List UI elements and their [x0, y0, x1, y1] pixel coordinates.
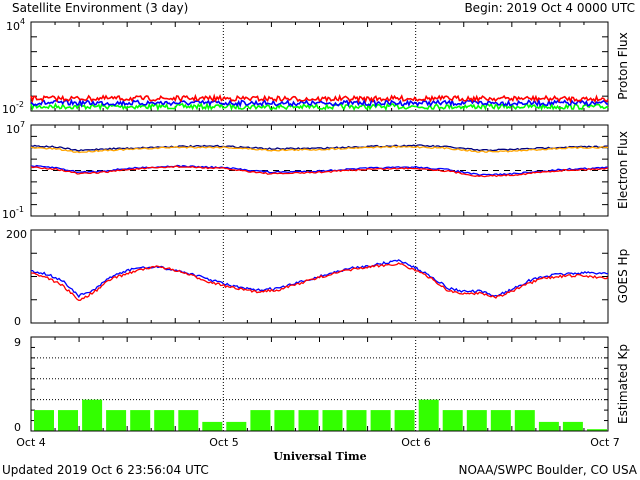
kp-bar	[202, 421, 223, 431]
kp-bar	[274, 410, 295, 431]
proton-ytick-top: 104	[6, 17, 25, 33]
electron-ytick-bottom: 10-1	[2, 205, 24, 221]
electron-ytick-top: 107	[6, 120, 25, 136]
chart-title: Satellite Environment (3 day)	[12, 1, 188, 15]
kp-bar	[322, 410, 343, 431]
kp-ylabel: Estimated Kp	[616, 344, 630, 424]
kp-bar	[587, 429, 607, 431]
updated-time: Updated 2019 Oct 6 23:56:04 UTC	[2, 463, 209, 477]
kp-bar	[346, 410, 367, 431]
kp-bar	[394, 410, 415, 431]
kp-bar	[106, 410, 127, 431]
hp-series-red	[30, 262, 609, 301]
proton-series-blue	[30, 97, 609, 108]
kp-bar	[442, 410, 463, 431]
x-tick-oct-5: Oct 5	[209, 436, 239, 449]
begin-time: Begin: 2019 Oct 4 0000 UTC	[464, 1, 635, 15]
kp-bar	[154, 410, 175, 431]
kp-bar	[34, 410, 54, 431]
x-axis-label: Universal Time	[273, 450, 366, 463]
electron-ylabel: Electron Flux	[616, 131, 630, 209]
electron-series-orange	[30, 145, 609, 154]
kp-bar	[370, 410, 391, 431]
x-tick-oct-4: Oct 4	[16, 436, 46, 449]
kp-bar	[130, 410, 151, 431]
electron-series-blue	[30, 164, 609, 176]
kp-bar	[514, 410, 535, 431]
proton-ytick-bottom: 10-2	[2, 100, 24, 116]
electron-series-navy	[30, 144, 609, 152]
kp-ytick-bottom: 0	[14, 421, 21, 434]
hp-ytick-bottom: 0	[14, 315, 21, 328]
kp-bar	[250, 410, 271, 431]
kp-bar	[466, 410, 487, 431]
kp-bar	[226, 421, 247, 431]
x-tick-oct-6: Oct 6	[401, 436, 431, 449]
proton-series-red	[30, 93, 609, 104]
hp-ytick-top: 200	[6, 228, 27, 241]
kp-bar	[178, 410, 199, 431]
kp-bar	[298, 410, 319, 431]
kp-bar	[490, 410, 511, 431]
hp-ylabel: GOES Hp	[616, 249, 630, 303]
x-tick-oct-7: Oct 7	[590, 436, 620, 449]
kp-bar	[538, 421, 559, 431]
kp-bar	[418, 399, 439, 431]
credit: NOAA/SWPC Boulder, CO USA	[459, 463, 638, 477]
kp-bar	[82, 399, 103, 431]
proton-ylabel: Proton Flux	[616, 32, 630, 99]
kp-ytick-top: 9	[14, 336, 21, 349]
kp-bar	[58, 410, 78, 431]
electron-series-red	[30, 165, 609, 178]
kp-bar	[562, 421, 583, 431]
